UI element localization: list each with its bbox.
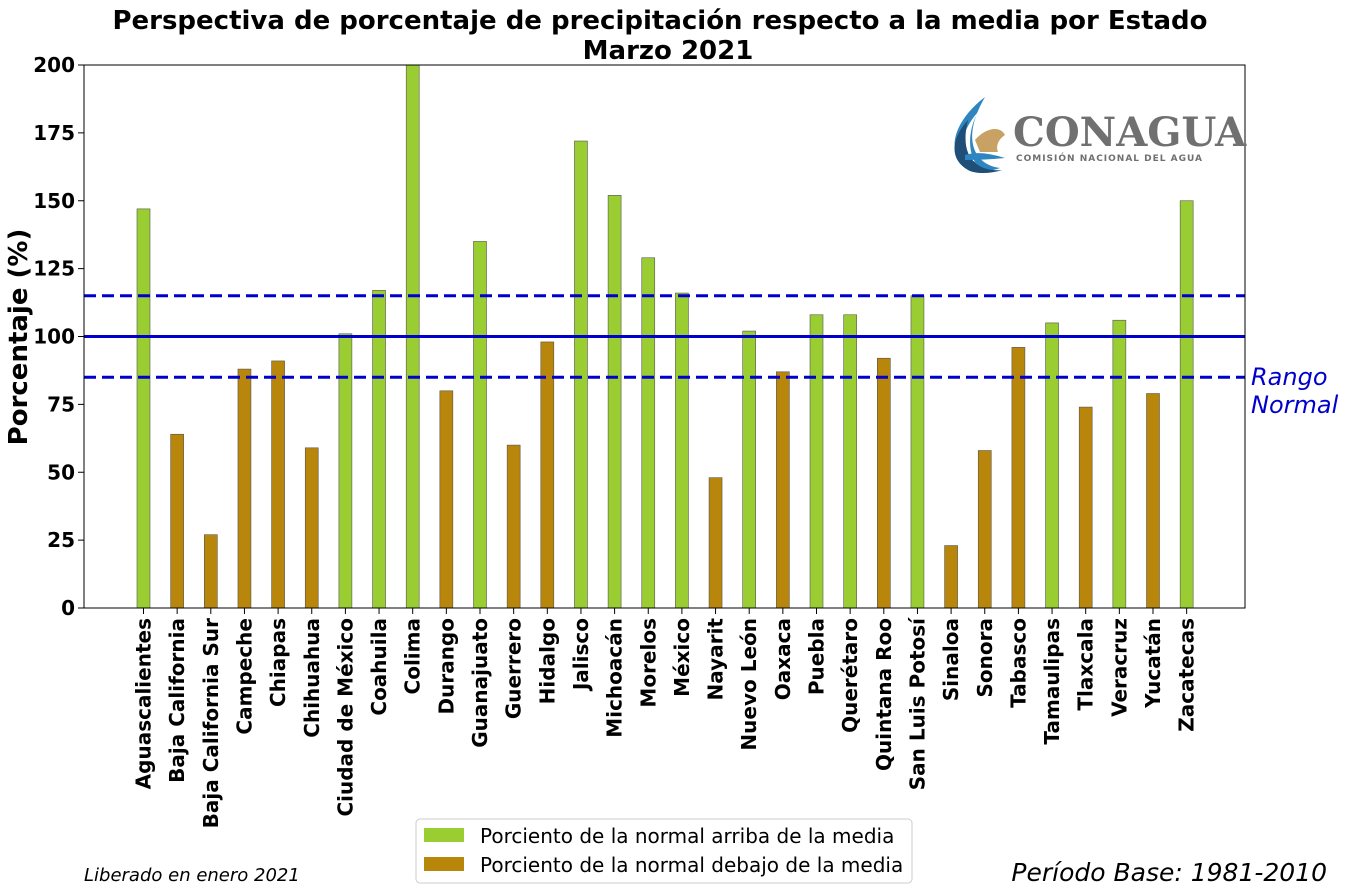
x-tick-label: Nayarit xyxy=(704,618,728,701)
legend-swatch-above xyxy=(424,828,464,842)
x-tick-label: Quintana Roo xyxy=(872,618,896,771)
bar-tamaulipas xyxy=(1045,322,1059,609)
bar-san-luis-potosí xyxy=(910,295,925,609)
legend-label-below: Porciento de la normal debajo de la medi… xyxy=(480,853,903,877)
bar-hidalgo xyxy=(540,341,555,609)
x-tick-label: Coahuila xyxy=(367,618,391,716)
logo-subtitle: COMISIÓN NACIONAL DEL AGUA xyxy=(1016,152,1203,164)
x-tick-label: Puebla xyxy=(805,618,829,695)
legend-label-above: Porciento de la normal arriba de la medi… xyxy=(480,824,894,848)
x-tick-label: Morelos xyxy=(636,618,660,708)
y-tick-label-0: 0 xyxy=(61,596,75,620)
bar-baja-california xyxy=(170,433,184,609)
bar-chihuahua xyxy=(304,447,319,609)
range-label-line-1: Rango xyxy=(1251,363,1328,391)
bar-tabasco xyxy=(1011,347,1026,609)
x-tick-label: Durango xyxy=(434,618,458,715)
y-tick-label-150: 150 xyxy=(33,189,75,213)
chart-title-line-1: Perspectiva de porcentaje de precipitaci… xyxy=(112,6,1207,36)
bar-morelos xyxy=(641,257,656,609)
bar-quintana-roo xyxy=(876,357,891,609)
footer-released: Liberado en enero 2021 xyxy=(84,865,300,886)
bar-durango xyxy=(439,390,454,609)
y-tick-label-125: 125 xyxy=(33,257,75,281)
y-tick-label-75: 75 xyxy=(47,392,75,416)
footer-base-period: Período Base: 1981-2010 xyxy=(1011,858,1327,887)
x-tick-label: Baja California xyxy=(165,618,189,783)
conagua-drop-eagle-icon xyxy=(954,97,1005,173)
y-tick-label-100: 100 xyxy=(33,325,75,349)
x-tick-label: Colima xyxy=(401,618,425,694)
logo-name: CONAGUA xyxy=(1013,109,1247,156)
x-tick-label: Tlaxcala xyxy=(1074,618,1098,711)
legend: Porciento de la normal arriba de la medi… xyxy=(415,818,913,884)
reference-lines-group xyxy=(84,294,1245,379)
bar-chiapas xyxy=(271,360,285,609)
bar-sonora xyxy=(977,450,992,609)
x-tick-label: Jalisco xyxy=(569,618,593,692)
x-tick-label: Oaxaca xyxy=(771,618,795,700)
bar-campeche xyxy=(237,368,252,609)
x-tick-label: Veracruz xyxy=(1107,618,1131,717)
plot-frame xyxy=(83,64,1246,609)
y-tick-label-25: 25 xyxy=(47,528,75,552)
legend-swatch-below xyxy=(424,857,464,871)
x-tick-label: Nuevo León xyxy=(737,618,761,751)
x-tick-label: Hidalgo xyxy=(535,618,559,704)
bar-oaxaca xyxy=(776,371,790,609)
x-tick-label: Chiapas xyxy=(266,618,290,707)
x-tick-label: San Luis Potosí xyxy=(905,617,929,790)
bar-michoacán xyxy=(607,195,622,609)
x-tick-label: Sonora xyxy=(973,618,997,697)
bar-nuevo-león xyxy=(742,330,757,609)
y-axis-label: Porcentaje (%) xyxy=(4,229,34,446)
y-tick-label-175: 175 xyxy=(33,121,75,145)
bar-puebla xyxy=(809,314,824,609)
bar-jalisco xyxy=(574,140,588,609)
bar-guerrero xyxy=(506,444,521,609)
bar-sinaloa xyxy=(944,545,958,609)
bar-ciudad-de-méxico xyxy=(338,333,353,609)
bar-aguascalientes xyxy=(136,208,151,609)
bar-nayarit xyxy=(708,477,723,609)
x-tick-label: Tabasco xyxy=(1006,618,1030,708)
bar-veracruz xyxy=(1112,319,1127,609)
x-tick-label: Tamaulipas xyxy=(1040,618,1064,745)
bar-baja-california-sur xyxy=(204,534,218,609)
x-tick-label: Guerrero xyxy=(502,618,526,719)
bar-querétaro xyxy=(843,314,857,609)
x-tick-label: Ciudad de México xyxy=(333,618,357,817)
x-ticks-group: Aguascalientes Baja California Baja Califo… xyxy=(132,608,1199,828)
bar-tlaxcala xyxy=(1078,406,1093,609)
x-tick-label: Campeche xyxy=(232,618,256,735)
x-tick-label: Zacatecas xyxy=(1175,618,1199,732)
x-tick-label: México xyxy=(670,618,694,697)
bar-yucatán xyxy=(1146,393,1160,609)
x-tick-label: Sinaloa xyxy=(939,618,963,701)
y-tick-label-50: 50 xyxy=(47,460,75,484)
y-tick-label-200: 200 xyxy=(33,53,75,77)
chart-title-line-2: Marzo 2021 xyxy=(583,36,754,66)
range-label-line-2: Normal xyxy=(1251,391,1339,419)
x-tick-label: Aguascalientes xyxy=(132,618,156,789)
x-tick-label: Chihuahua xyxy=(300,618,324,738)
x-tick-label: Yucatán xyxy=(1141,618,1165,709)
bar-zacatecas xyxy=(1179,200,1194,609)
bar-méxico xyxy=(675,292,689,609)
x-tick-label: Michoacán xyxy=(603,618,627,738)
bars-group xyxy=(136,64,1194,609)
x-tick-label: Querétaro xyxy=(838,618,862,733)
legend-box xyxy=(415,818,913,884)
conagua-logo: CONAGUA COMISIÓN NACIONAL DEL AGUA xyxy=(954,97,1247,173)
x-tick-label: Baja California Sur xyxy=(199,618,223,828)
x-tick-label: Guanajuato xyxy=(468,618,492,748)
y-ticks-group: 0 25 50 75 100 125 150 175 200 xyxy=(33,53,84,620)
